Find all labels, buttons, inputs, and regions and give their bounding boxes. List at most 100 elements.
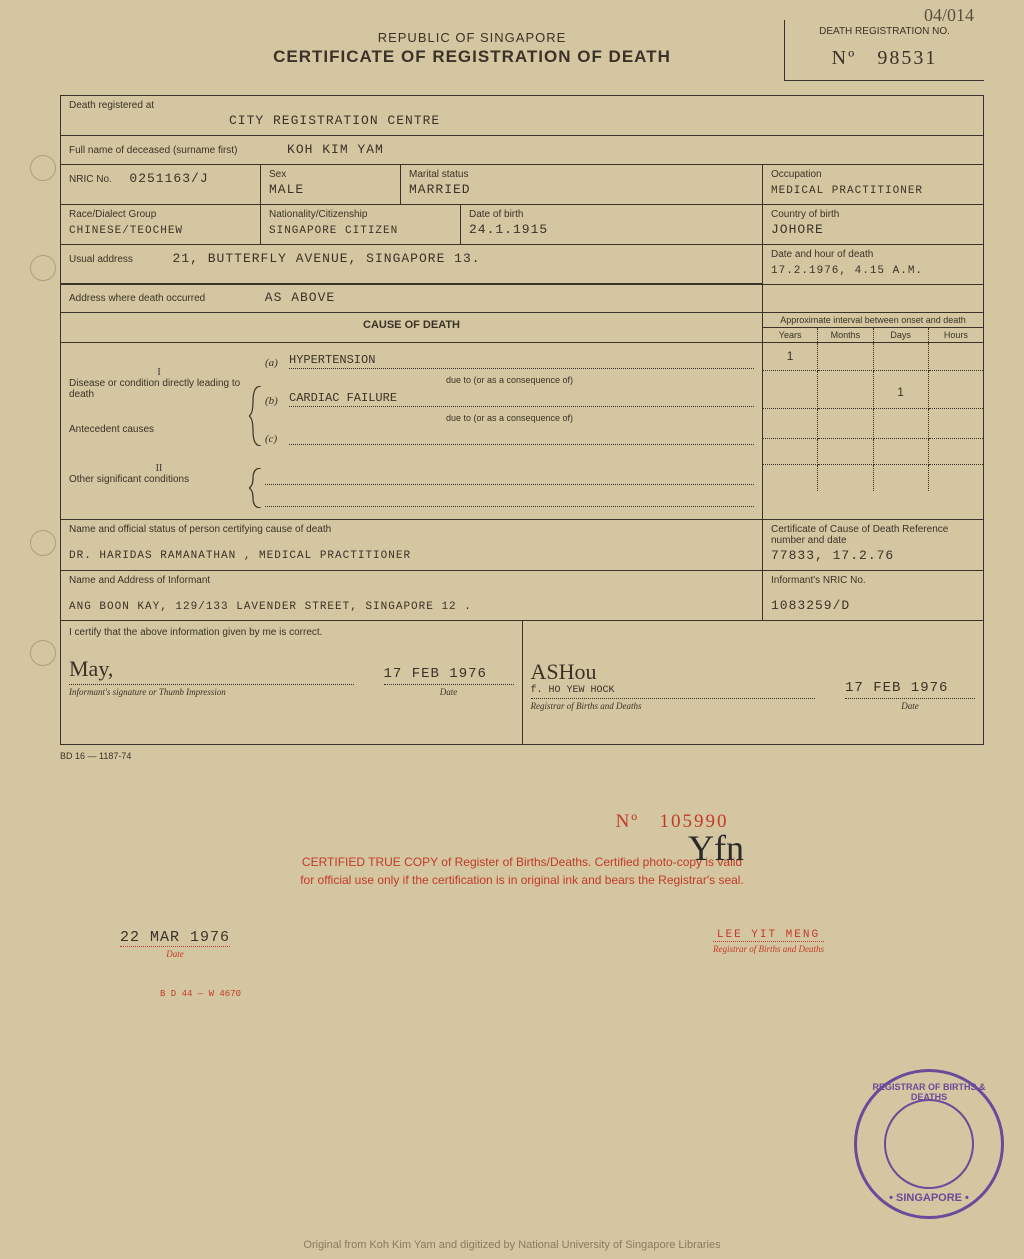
brace-icon <box>249 468 263 508</box>
certify-left: I certify that the above information giv… <box>61 621 523 744</box>
nric-label: NRIC No. <box>69 174 112 185</box>
registered-at-label: Death registered at <box>69 100 975 111</box>
punch-hole <box>30 640 56 666</box>
interval-b-days: 1 <box>874 371 929 409</box>
cert-date-2: 17 FEB 1976 <box>845 680 975 696</box>
cob-label: Country of birth <box>771 209 975 220</box>
other-cond-2 <box>265 491 754 507</box>
registrar-name: f. HO YEW HOCK <box>531 685 816 696</box>
form-frame: Death registered at CITY REGISTRATION CE… <box>60 95 984 745</box>
nric-value: 0251163/J <box>129 171 208 186</box>
section-I: I <box>69 367 249 378</box>
red-date-label: Date <box>120 946 230 959</box>
registrar-sig-label: Registrar of Births and Deaths <box>531 698 816 711</box>
red-date: 22 MAR 1976 <box>120 929 230 946</box>
occupation-label: Occupation <box>771 169 975 180</box>
seal-inner-circle <box>884 1099 974 1189</box>
punch-hole <box>30 155 56 181</box>
republic-line: REPUBLIC OF SINGAPORE <box>160 30 784 45</box>
red-registrar-label: Registrar of Births and Deaths <box>713 942 824 954</box>
section-II: II <box>69 463 249 474</box>
deathaddr-label: Address where death occurred <box>69 293 205 304</box>
bottom-signature: Yfn <box>688 827 744 869</box>
marital-label: Marital status <box>409 169 754 180</box>
col-months: Months <box>818 328 873 342</box>
due-to-2: due to (or as a consequence of) <box>265 413 754 423</box>
certify-statement: I certify that the above information giv… <box>69 627 514 638</box>
red-registrar-name: LEE YIT MENG <box>713 929 824 942</box>
interval-b-hours <box>929 371 983 409</box>
cause-a-value: HYPERTENSION <box>289 353 754 369</box>
race-label: Race/Dialect Group <box>69 209 252 220</box>
refno-label: Certificate of Cause of Death Reference … <box>771 524 975 546</box>
address-label: Usual address <box>69 254 133 265</box>
race-value: CHINESE/TEOCHEW <box>69 225 183 237</box>
cert-date-1: 17 FEB 1976 <box>384 666 514 682</box>
cause-letter-a: (a) <box>265 357 289 369</box>
cob-value: JOHORE <box>771 222 824 237</box>
certify-right: ASHou f. HO YEW HOCK Registrar of Births… <box>523 621 984 744</box>
reg-no-value: 98531 <box>877 47 937 69</box>
interval-a-days <box>874 343 929 371</box>
dob-label: Date of birth <box>469 209 754 220</box>
informant-signature: May, <box>69 656 354 682</box>
informant-nric-label: Informant's NRIC No. <box>771 575 975 586</box>
interval-b-years <box>763 371 818 409</box>
interval-a-months <box>818 343 873 371</box>
certifier-value: DR. HARIDAS RAMANATHAN , MEDICAL PRACTIT… <box>69 550 411 562</box>
certifier-label: Name and official status of person certi… <box>69 524 754 535</box>
occupation-value: MEDICAL PRACTITIONER <box>771 185 923 197</box>
sex-label: Sex <box>269 169 392 180</box>
marital-value: MARRIED <box>409 182 471 197</box>
other-cond-1 <box>265 469 754 485</box>
fullname-label: Full name of deceased (surname first) <box>69 145 237 156</box>
nationality-value: SINGAPORE CITIZEN <box>269 225 398 237</box>
interval-a-hours <box>929 343 983 371</box>
red-line-2: for official use only if the certificati… <box>60 871 984 889</box>
cause-c-value <box>289 429 754 445</box>
dhod-label: Date and hour of death <box>771 249 975 260</box>
footer-credit: Original from Koh Kim Yam and digitized … <box>0 1239 1024 1251</box>
reg-no-label: DEATH REGISTRATION NO. <box>795 26 974 37</box>
red-no-prefix: Nº <box>616 811 640 832</box>
form-code: BD 16 — 1187-74 <box>60 751 984 761</box>
cause-letter-c: (c) <box>265 433 289 445</box>
registrar-seal: REGISTRAR OF BIRTHS & DEATHS • SINGAPORE… <box>854 1069 1004 1219</box>
informant-sig-label: Informant's signature or Thumb Impressio… <box>69 684 354 697</box>
punch-hole <box>30 255 56 281</box>
header: REPUBLIC OF SINGAPORE CERTIFICATE OF REG… <box>60 20 984 81</box>
nationality-label: Nationality/Citizenship <box>269 209 452 220</box>
dhod-value: 17.2.1976, 4.15 A.M. <box>771 265 923 277</box>
date-label-2: Date <box>845 698 975 711</box>
interval-heading: Approximate interval between onset and d… <box>763 313 983 328</box>
col-years: Years <box>763 328 818 342</box>
interval-a-years: 1 <box>763 343 818 371</box>
dob-value: 24.1.1915 <box>469 222 548 237</box>
seal-text-bottom: • SINGAPORE • <box>857 1192 1001 1204</box>
certified-copy-block: Nº 105990 CERTIFIED TRUE COPY of Registe… <box>60 811 984 999</box>
registration-number-box: DEATH REGISTRATION NO. Nº 98531 <box>784 20 984 81</box>
col-hours: Hours <box>929 328 983 342</box>
direct-cause-label: Disease or condition directly leading to… <box>69 378 249 400</box>
brace-icon <box>249 386 263 446</box>
address-value: 21, BUTTERFLY AVENUE, SINGAPORE 13. <box>173 251 481 266</box>
refno-value: 77833, 17.2.76 <box>771 548 894 563</box>
informant-nric-value: 1083259/D <box>771 598 850 613</box>
cause-heading: CAUSE OF DEATH <box>61 313 762 337</box>
form-code-2: B D 44 — W 4670 <box>160 989 984 999</box>
punch-hole <box>30 530 56 556</box>
seal-text-top: REGISTRAR OF BIRTHS & DEATHS <box>857 1082 1001 1102</box>
certificate-title: CERTIFICATE OF REGISTRATION OF DEATH <box>160 47 784 67</box>
registered-at-value: CITY REGISTRATION CENTRE <box>229 113 440 128</box>
interval-b-months <box>818 371 873 409</box>
date-label-1: Date <box>384 684 514 697</box>
informant-value: ANG BOON KAY, 129/133 LAVENDER STREET, S… <box>69 601 472 613</box>
fullname-value: KOH KIM YAM <box>287 142 384 157</box>
reg-no-prefix: Nº <box>832 47 857 69</box>
informant-label: Name and Address of Informant <box>69 575 754 586</box>
other-conditions-label: Other significant conditions <box>69 474 249 485</box>
deathaddr-value: AS ABOVE <box>265 290 335 305</box>
sex-value: MALE <box>269 182 304 197</box>
due-to-1: due to (or as a consequence of) <box>265 375 754 385</box>
cause-letter-b: (b) <box>265 395 289 407</box>
